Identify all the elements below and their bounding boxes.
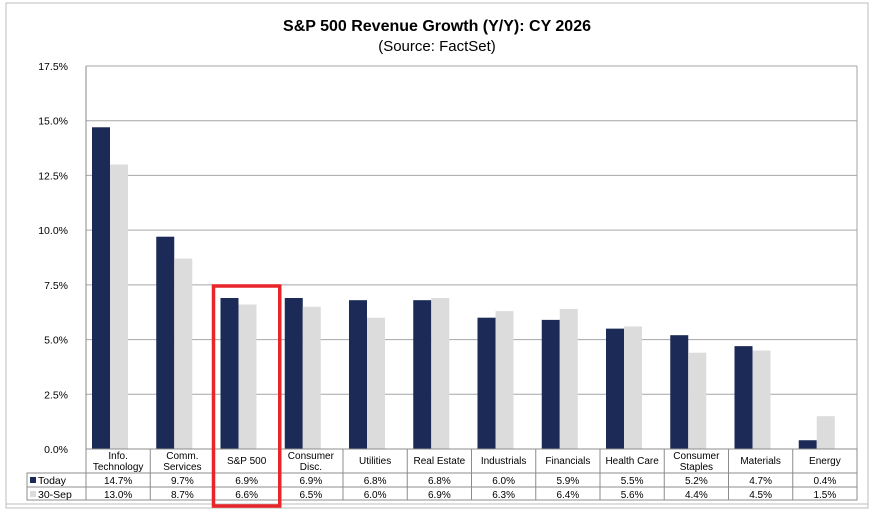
category-label: Services bbox=[163, 462, 201, 473]
category-label: Energy bbox=[809, 456, 841, 467]
category-label: Technology bbox=[93, 462, 144, 473]
legend-swatch bbox=[30, 491, 36, 497]
bar-30-sep bbox=[559, 308, 578, 449]
data-label: 8.7% bbox=[171, 490, 194, 501]
bar-today bbox=[349, 300, 367, 449]
data-label: 0.4% bbox=[813, 476, 836, 487]
bar-30-sep bbox=[110, 164, 128, 449]
bar-30-sep bbox=[431, 297, 450, 449]
data-label: 6.3% bbox=[492, 490, 515, 501]
category-label: Financials bbox=[545, 456, 590, 467]
data-label: 6.6% bbox=[235, 490, 258, 501]
data-label: 6.0% bbox=[364, 490, 387, 501]
category-label: Disc. bbox=[300, 462, 322, 473]
bar-30-sep bbox=[238, 304, 257, 449]
bar-today bbox=[670, 335, 689, 449]
y-tick-label: 5.0% bbox=[44, 335, 68, 347]
category-label: Health Care bbox=[605, 456, 659, 467]
bar-today bbox=[220, 297, 239, 449]
data-label: 5.9% bbox=[556, 476, 579, 487]
bar-today bbox=[92, 127, 110, 449]
category-label: S&P 500 bbox=[227, 456, 267, 467]
category-label: Consumer bbox=[673, 451, 720, 462]
bar-today bbox=[734, 346, 753, 449]
highlight-box bbox=[211, 284, 282, 508]
bar-30-sep bbox=[752, 350, 771, 449]
bar-today bbox=[541, 319, 560, 449]
chart-subtitle: (Source: FactSet) bbox=[378, 38, 496, 55]
y-tick-label: 12.5% bbox=[38, 170, 68, 182]
bar-30-sep bbox=[174, 258, 193, 449]
data-label: 4.5% bbox=[749, 490, 772, 501]
data-label: 6.8% bbox=[364, 476, 387, 487]
data-label: 6.5% bbox=[299, 490, 322, 501]
y-tick-label: 2.5% bbox=[44, 389, 68, 401]
category-label: Industrials bbox=[481, 456, 527, 467]
data-label: 13.0% bbox=[104, 490, 132, 501]
data-label: 6.0% bbox=[492, 476, 515, 487]
bar-30-sep bbox=[624, 326, 642, 449]
y-tick-label: 7.5% bbox=[44, 280, 68, 292]
y-tick-label: 15.0% bbox=[38, 116, 68, 128]
data-label: 6.4% bbox=[556, 490, 579, 501]
legend-label: 30-Sep bbox=[38, 489, 72, 501]
data-label: 5.5% bbox=[621, 476, 644, 487]
bar-30-sep bbox=[495, 311, 514, 449]
category-label: Comm. bbox=[166, 451, 198, 462]
data-label: 14.7% bbox=[104, 476, 132, 487]
y-tick-label: 17.5% bbox=[38, 61, 68, 73]
data-label: 5.2% bbox=[685, 476, 708, 487]
bar-today bbox=[798, 440, 817, 449]
data-label: 9.7% bbox=[171, 476, 194, 487]
bar-30-sep bbox=[302, 306, 321, 449]
data-label: 6.9% bbox=[428, 490, 451, 501]
category-label: Consumer bbox=[288, 451, 335, 462]
chart-title: S&P 500 Revenue Growth (Y/Y): CY 2026 bbox=[283, 18, 591, 35]
bar-today bbox=[413, 300, 432, 449]
legend-label: Today bbox=[38, 475, 67, 487]
y-tick-label: 0.0% bbox=[44, 444, 68, 456]
bar-30-sep bbox=[816, 416, 835, 449]
data-label: 4.4% bbox=[685, 490, 708, 501]
data-label: 6.8% bbox=[428, 476, 451, 487]
bar-30-sep bbox=[367, 317, 385, 449]
category-label: Info. bbox=[108, 451, 127, 462]
category-label: Real Estate bbox=[414, 456, 466, 467]
bar-today bbox=[477, 317, 496, 449]
data-label: 5.6% bbox=[621, 490, 644, 501]
bar-today bbox=[156, 236, 175, 449]
category-label: Materials bbox=[740, 456, 781, 467]
data-label: 6.9% bbox=[299, 476, 322, 487]
bar-30-sep bbox=[688, 352, 707, 449]
bar-today bbox=[284, 297, 303, 449]
data-label: 4.7% bbox=[749, 476, 772, 487]
category-label: Staples bbox=[680, 462, 713, 473]
y-tick-label: 10.0% bbox=[38, 225, 68, 237]
data-label: 1.5% bbox=[813, 490, 836, 501]
data-label: 6.9% bbox=[235, 476, 258, 487]
category-label: Utilities bbox=[359, 456, 391, 467]
bar-today bbox=[606, 328, 624, 449]
legend-swatch bbox=[30, 477, 36, 483]
